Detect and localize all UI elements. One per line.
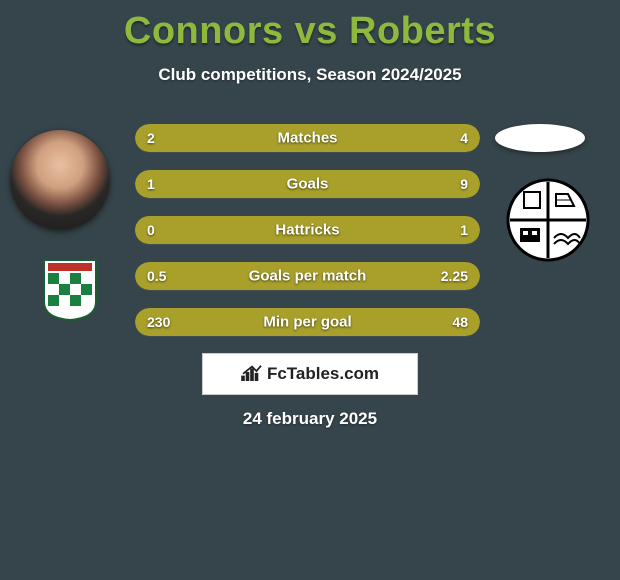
branding-text: FcTables.com	[267, 364, 379, 384]
player-left-crest	[42, 258, 98, 322]
stats-bars: 2Matches4 1Goals9 0Hattricks1 0.5Goals per …	[135, 124, 480, 354]
stat-fill-right	[420, 308, 480, 336]
stat-fill-right	[135, 216, 480, 244]
date-text: 24 february 2025	[0, 409, 620, 429]
stat-fill-right	[198, 262, 480, 290]
page-title: Connors vs Roberts	[0, 0, 620, 53]
stat-fill-left	[135, 262, 198, 290]
player-right-crest	[506, 178, 590, 262]
stat-row: 2Matches4	[135, 124, 480, 152]
stat-row: 0Hattricks1	[135, 216, 480, 244]
stat-row: 0.5Goals per match2.25	[135, 262, 480, 290]
chart-icon	[241, 363, 263, 386]
player-left-photo	[10, 130, 110, 230]
branding-box: FcTables.com	[202, 353, 418, 395]
stat-fill-left	[135, 124, 250, 152]
stat-row: 1Goals9	[135, 170, 480, 198]
stat-fill-right	[250, 124, 480, 152]
stat-row: 230Min per goal48	[135, 308, 480, 336]
player-right-photo	[495, 124, 585, 152]
stat-fill-left	[135, 170, 170, 198]
stat-fill-right	[170, 170, 481, 198]
subtitle: Club competitions, Season 2024/2025	[0, 65, 620, 85]
stat-fill-left	[135, 308, 420, 336]
